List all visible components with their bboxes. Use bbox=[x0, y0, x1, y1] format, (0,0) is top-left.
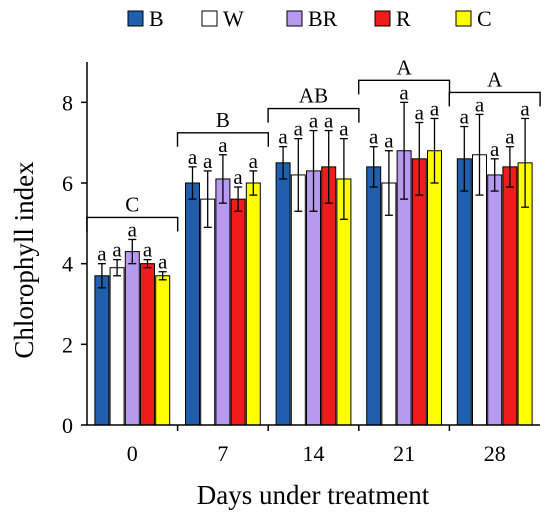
significance-letter: a bbox=[415, 101, 425, 125]
significance-letter: a bbox=[233, 165, 243, 189]
significance-letter: a bbox=[430, 96, 440, 120]
significance-letter: a bbox=[188, 145, 198, 169]
legend-label: R bbox=[396, 6, 411, 31]
group-bracket bbox=[176, 132, 269, 147]
x-axis-title: Days under treatment bbox=[197, 480, 430, 510]
x-tick-label: 28 bbox=[484, 441, 506, 466]
y-tick-label: 2 bbox=[62, 332, 73, 357]
x-tick-label: 14 bbox=[303, 441, 325, 466]
group-bracket bbox=[448, 91, 541, 107]
x-tick-label: 0 bbox=[127, 441, 138, 466]
bar bbox=[245, 182, 261, 426]
y-tick-label: 8 bbox=[62, 90, 73, 115]
x-tick-label: 7 bbox=[217, 441, 228, 466]
bar bbox=[290, 174, 306, 426]
legend: B W BR R C bbox=[127, 6, 492, 31]
error-bars bbox=[97, 101, 530, 289]
significance-letter: a bbox=[249, 149, 259, 173]
bar bbox=[487, 174, 503, 426]
significance-letter: a bbox=[520, 96, 530, 120]
legend-swatch bbox=[286, 10, 303, 27]
significance-letter: a bbox=[218, 133, 228, 157]
bar bbox=[411, 158, 427, 426]
legend-swatch bbox=[201, 10, 218, 27]
group-letter: A bbox=[487, 67, 503, 91]
significance-letter: a bbox=[278, 125, 288, 149]
group-letter: C bbox=[125, 192, 139, 216]
bar bbox=[200, 198, 216, 426]
significance-letter: a bbox=[112, 238, 122, 262]
significance-letter: a bbox=[475, 92, 485, 116]
bar bbox=[155, 275, 171, 426]
group-letter: A bbox=[397, 55, 413, 79]
legend-label: C bbox=[477, 6, 492, 31]
significance-letter: a bbox=[294, 117, 304, 141]
group-letter: AB bbox=[299, 84, 328, 108]
legend-swatch bbox=[374, 10, 391, 27]
bar bbox=[124, 251, 140, 426]
significance-letter: a bbox=[399, 80, 409, 104]
bar bbox=[275, 162, 291, 426]
bar bbox=[381, 182, 397, 426]
y-axis-title: Chlorophyll index bbox=[9, 161, 39, 359]
significance-letter: a bbox=[369, 125, 379, 149]
significance-letter: a bbox=[128, 217, 138, 241]
significance-letter: a bbox=[490, 137, 500, 161]
group-letter: B bbox=[216, 108, 230, 132]
legend-label: B bbox=[149, 6, 164, 31]
group-bracket bbox=[267, 107, 360, 123]
bar bbox=[94, 275, 110, 426]
significance-letter: a bbox=[143, 238, 153, 262]
y-tick-label: 4 bbox=[62, 252, 73, 277]
bar bbox=[185, 182, 200, 426]
bar bbox=[366, 166, 382, 426]
axes: 0 7 14 21 28 0 2 4 6 8 bbox=[62, 62, 540, 466]
bar bbox=[140, 263, 155, 426]
y-tick-label: 0 bbox=[62, 413, 73, 438]
significance-letter: a bbox=[384, 129, 394, 153]
group-brackets: C B AB A A bbox=[86, 55, 541, 232]
bar bbox=[427, 150, 442, 426]
significance-letter: a bbox=[97, 242, 107, 266]
significance-letter: a bbox=[324, 109, 334, 133]
y-tick-label: 6 bbox=[62, 171, 73, 196]
significance-letter: a bbox=[339, 117, 349, 141]
significance-letter: a bbox=[158, 250, 168, 274]
bar bbox=[502, 166, 518, 426]
bar bbox=[321, 166, 337, 426]
significance-letter: a bbox=[203, 149, 213, 173]
legend-label: BR bbox=[308, 6, 338, 31]
group-bracket bbox=[358, 79, 451, 95]
bar bbox=[456, 158, 472, 426]
significance-letter: a bbox=[309, 109, 319, 133]
significance-letter: a bbox=[460, 105, 470, 129]
legend-swatch bbox=[127, 10, 144, 27]
x-tick-label: 21 bbox=[393, 441, 415, 466]
legend-swatch bbox=[455, 10, 472, 27]
bar bbox=[109, 267, 125, 426]
bar bbox=[230, 198, 246, 426]
bar bbox=[215, 178, 231, 426]
significance-letter: a bbox=[505, 125, 515, 149]
legend-label: W bbox=[223, 6, 244, 31]
